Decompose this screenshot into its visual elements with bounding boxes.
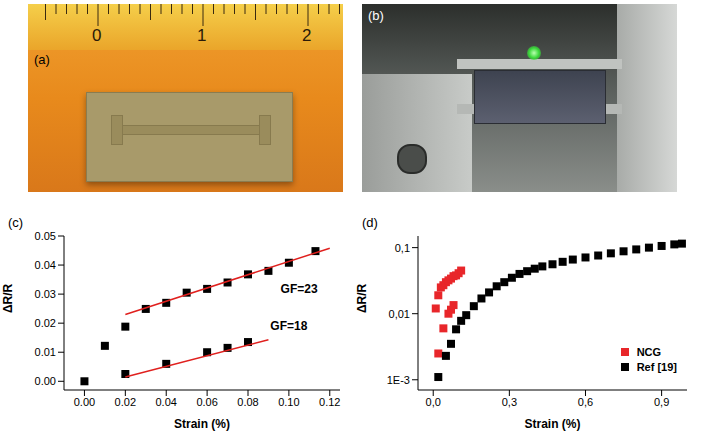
svg-text:0,3: 0,3 — [502, 396, 517, 408]
svg-text:0,9: 0,9 — [654, 396, 669, 408]
svg-text:GF=18: GF=18 — [270, 319, 307, 333]
html-text:(b): (b) — [368, 8, 384, 23]
html-text:2: 2 — [302, 26, 312, 45]
svg-text:0,01: 0,01 — [389, 308, 410, 320]
svg-text:ΔR/R: ΔR/R — [356, 283, 369, 313]
svg-text:ΔR/R: ΔR/R — [2, 283, 15, 313]
html-text:0: 0 — [92, 26, 102, 45]
svg-text:0.03: 0.03 — [35, 288, 56, 300]
svg-text:0.00: 0.00 — [74, 396, 95, 408]
svg-text:1E-3: 1E-3 — [387, 374, 410, 386]
html-text:(d): (d) — [362, 215, 378, 230]
svg-text:0.02: 0.02 — [35, 317, 56, 329]
svg-text:0.02: 0.02 — [115, 396, 136, 408]
svg-text:0.01: 0.01 — [35, 346, 56, 358]
svg-text:Strain (%): Strain (%) — [174, 417, 230, 431]
svg-text:0.04: 0.04 — [35, 259, 56, 271]
svg-text:0,0: 0,0 — [426, 396, 441, 408]
svg-text:0,6: 0,6 — [578, 396, 593, 408]
svg-text:0.08: 0.08 — [237, 396, 258, 408]
svg-text:0.10: 0.10 — [278, 396, 299, 408]
svg-text:0.00: 0.00 — [35, 375, 56, 387]
svg-text:0.12: 0.12 — [319, 396, 340, 408]
svg-text:0.06: 0.06 — [196, 396, 217, 408]
svg-text:0.04: 0.04 — [156, 396, 177, 408]
svg-text:0.05: 0.05 — [35, 230, 56, 242]
svg-text:0,1: 0,1 — [395, 242, 410, 254]
html-text:NCG: NCG — [636, 346, 662, 358]
svg-text:GF=23: GF=23 — [281, 282, 318, 296]
html-text:(c): (c) — [8, 215, 24, 230]
html-text:(a): (a) — [34, 52, 50, 67]
html-text:1: 1 — [197, 26, 207, 45]
svg-text:Strain (%): Strain (%) — [524, 417, 580, 431]
html-text:Ref [19]: Ref [19] — [636, 361, 677, 373]
